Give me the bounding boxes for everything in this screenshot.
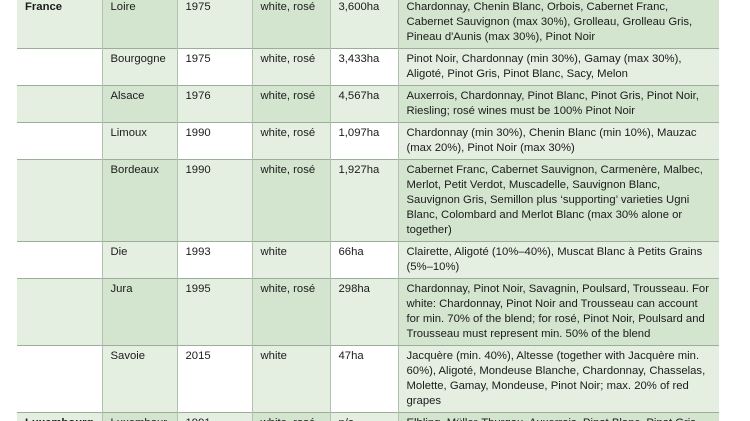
cell-year: 1975 <box>176 48 252 86</box>
cell-region: Alsace <box>101 85 177 123</box>
cell-colour: white, rosé <box>251 412 330 421</box>
cell-region: Bordeaux <box>101 159 177 242</box>
cell-country <box>17 345 102 413</box>
cell-varieties: Pinot Noir, Chardonnay (min 30%), Gamay … <box>397 48 719 86</box>
table-viewport: France Loire 1975 white, rosé 3,600ha Ch… <box>17 0 719 421</box>
cell-country <box>17 241 102 279</box>
cell-year: 1976 <box>176 85 252 123</box>
table-row: Alsace 1976 white, rosé 4,567ha Auxerroi… <box>17 85 719 123</box>
cell-country: Luxembourg <box>17 412 102 421</box>
cell-country <box>17 48 102 86</box>
table-row: Bourgogne 1975 white, rosé 3,433ha Pinot… <box>17 48 719 86</box>
cell-colour: white <box>251 241 330 279</box>
cell-area: 66ha <box>329 241 398 279</box>
cell-area: 298ha <box>329 278 398 346</box>
cell-varieties: Chardonnay (min 30%), Chenin Blanc (min … <box>397 122 719 160</box>
cell-year: 1995 <box>176 278 252 346</box>
cell-area: 47ha <box>329 345 398 413</box>
cell-colour: white, rosé <box>251 122 330 160</box>
cell-colour: white, rosé <box>251 278 330 346</box>
cell-region: Jura <box>101 278 177 346</box>
cell-varieties: Cabernet Franc, Cabernet Sauvignon, Carm… <box>397 159 719 242</box>
table-row: Jura 1995 white, rosé 298ha Chardonnay, … <box>17 278 719 346</box>
cell-varieties: Auxerrois, Chardonnay, Pinot Blanc, Pino… <box>397 85 719 123</box>
cell-area: 1,927ha <box>329 159 398 242</box>
table-row: Luxembourg Luxembourg 1991 white, rosé n… <box>17 412 719 421</box>
cell-year: 2015 <box>176 345 252 413</box>
cell-region: Limoux <box>101 122 177 160</box>
cell-area: 1,097ha <box>329 122 398 160</box>
table-row: Limoux 1990 white, rosé 1,097ha Chardonn… <box>17 122 719 160</box>
cell-area: 4,567ha <box>329 85 398 123</box>
cell-colour: white, rosé <box>251 85 330 123</box>
cell-country <box>17 85 102 123</box>
cell-varieties: Clairette, Aligoté (10%–40%), Muscat Bla… <box>397 241 719 279</box>
cell-country <box>17 122 102 160</box>
cell-country <box>17 159 102 242</box>
table-row: Savoie 2015 white 47ha Jacquère (min. 40… <box>17 345 719 413</box>
cell-year: 1975 <box>176 0 252 49</box>
cell-varieties: Chardonnay, Chenin Blanc, Orbois, Cabern… <box>397 0 719 49</box>
cell-region: Loire <box>101 0 177 49</box>
cell-area: 3,433ha <box>329 48 398 86</box>
table-row: Bordeaux 1990 white, rosé 1,927ha Cabern… <box>17 159 719 242</box>
cell-varieties: Chardonnay, Pinot Noir, Savagnin, Poulsa… <box>397 278 719 346</box>
cell-colour: white, rosé <box>251 0 330 49</box>
cell-year: 1993 <box>176 241 252 279</box>
table-row: France Loire 1975 white, rosé 3,600ha Ch… <box>17 0 719 49</box>
cell-colour: white <box>251 345 330 413</box>
cell-region: Savoie <box>101 345 177 413</box>
cell-country <box>17 278 102 346</box>
cell-region: Luxembourg <box>101 412 177 421</box>
cell-country: France <box>17 0 102 49</box>
cell-colour: white, rosé <box>251 159 330 242</box>
cell-region: Die <box>101 241 177 279</box>
cell-varieties: Jacquère (min. 40%), Altesse (together w… <box>397 345 719 413</box>
table-body: France Loire 1975 white, rosé 3,600ha Ch… <box>17 0 719 421</box>
cell-region: Bourgogne <box>101 48 177 86</box>
cell-year: 1991 <box>176 412 252 421</box>
cell-area: n/a <box>329 412 398 421</box>
cell-year: 1990 <box>176 122 252 160</box>
cell-colour: white, rosé <box>251 48 330 86</box>
cell-varieties: Elbling, Müller-Thurgau, Auxerrois, Pino… <box>397 412 719 421</box>
table-row: Die 1993 white 66ha Clairette, Aligoté (… <box>17 241 719 279</box>
cell-year: 1990 <box>176 159 252 242</box>
cell-area: 3,600ha <box>329 0 398 49</box>
grape-varieties-table: France Loire 1975 white, rosé 3,600ha Ch… <box>17 0 719 421</box>
